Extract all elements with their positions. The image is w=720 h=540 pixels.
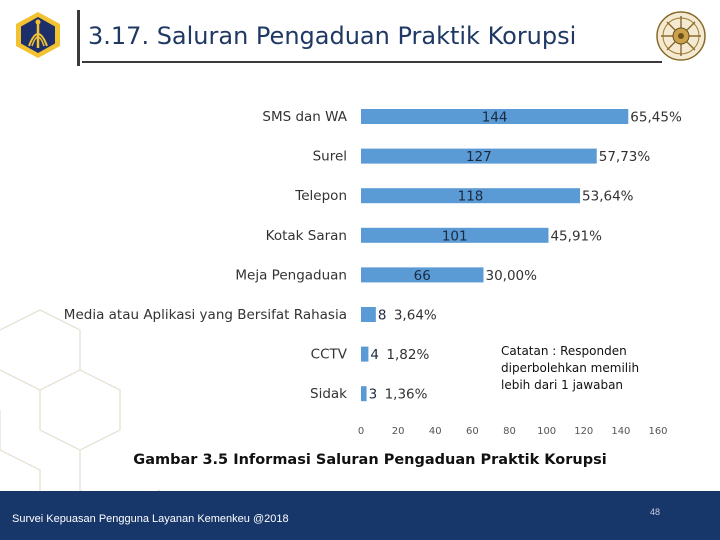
title-underline: [82, 61, 662, 63]
percent-label: 1,82%: [386, 347, 429, 363]
bar: [361, 346, 369, 362]
bars: [361, 109, 629, 402]
bar: [361, 307, 376, 322]
header-divider: [77, 10, 80, 66]
x-tick-label: 0: [358, 426, 364, 437]
x-tick-label: 40: [429, 426, 442, 437]
footer-bar: Survei Kepuasan Pengguna Layanan Kemenke…: [0, 491, 720, 540]
category-label: Media atau Aplikasi yang Bersifat Rahasi…: [64, 307, 347, 323]
bar-value-label: 118: [458, 189, 484, 205]
percent-label: 45,91%: [550, 228, 602, 244]
page-number: 48: [650, 507, 661, 517]
x-tick-label: 80: [503, 426, 516, 437]
percent-label: 3,64%: [394, 308, 437, 324]
percent-label: 65,45%: [630, 110, 682, 126]
bar: [361, 148, 597, 164]
category-labels: SMS dan WA Surel Telepon Kotak Saran Meja Pe…: [64, 109, 348, 402]
chart-note: Catatan : Responden diperbolehkan memili…: [501, 344, 640, 392]
bar: [361, 386, 367, 402]
x-tick-label: 60: [466, 426, 479, 437]
bar: [361, 109, 629, 124]
x-tick-label: 140: [611, 426, 630, 437]
figure-caption: Gambar 3.5 Informasi Saluran Pengaduan P…: [133, 452, 607, 468]
bar-value-label: 4: [370, 347, 379, 363]
category-label: Meja Pengaduan: [235, 267, 347, 283]
category-label: Sidak: [310, 386, 347, 402]
bar: [361, 227, 549, 243]
bar-value-label: 127: [466, 149, 492, 165]
value-labels: 144 127 118 101 66 8 4 3: [369, 110, 508, 403]
category-label: Surel: [313, 149, 347, 165]
percent-label: 57,73%: [599, 149, 651, 165]
percent-label: 30,00%: [486, 268, 538, 284]
footer-text: Survei Kepuasan Pengguna Layanan Kemenke…: [12, 513, 289, 525]
bar: [361, 267, 484, 283]
x-axis-ticks: 0 20 40 60 80 100 120 140 160: [358, 426, 668, 437]
percent-label: 1,36%: [385, 387, 428, 403]
kemenkeu-logo-icon: [16, 12, 60, 58]
category-label: Kotak Saran: [266, 228, 347, 244]
percent-labels: 65,45% 57,73% 53,64% 45,91% 30,00% 3,64% 1,82%…: [385, 110, 682, 403]
bar: [361, 188, 581, 204]
bar-value-label: 8: [378, 308, 387, 324]
x-tick-label: 160: [648, 426, 667, 437]
x-tick-label: 100: [537, 426, 556, 437]
page-title: 3.17. Saluran Pengaduan Praktik Korupsi: [88, 22, 577, 50]
x-tick-label: 20: [392, 426, 405, 437]
category-label: Telepon: [294, 188, 347, 204]
x-tick-label: 120: [574, 426, 593, 437]
bar-value-label: 144: [482, 110, 508, 126]
bar-value-label: 101: [442, 228, 468, 244]
bar-value-label: 3: [369, 387, 378, 403]
percent-label: 53,64%: [582, 189, 634, 205]
bar-chart: SMS dan WA Surel Telepon Kotak Saran Meja Pe…: [64, 109, 682, 437]
slide-header: 3.17. Saluran Pengaduan Praktik Korupsi: [0, 0, 720, 68]
category-label: SMS dan WA: [262, 109, 347, 125]
category-label: CCTV: [311, 347, 348, 363]
university-emblem-icon: [656, 11, 706, 61]
bar-value-label: 66: [414, 268, 431, 284]
